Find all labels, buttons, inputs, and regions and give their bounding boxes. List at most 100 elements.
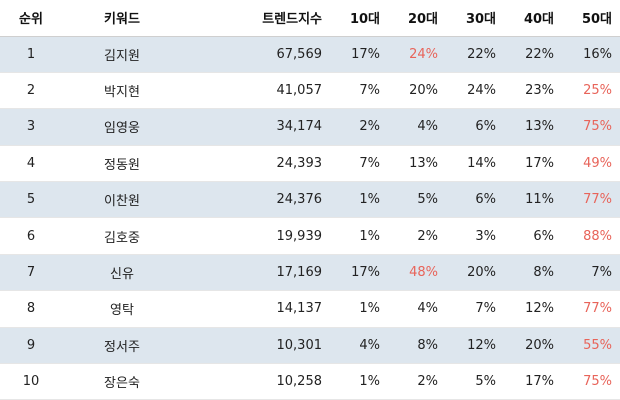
age-10-cell: 1% — [359, 301, 380, 317]
rank-cell: 7 — [26, 265, 36, 281]
age-10-cell: 7% — [359, 83, 380, 99]
trend-index-cell: 41,057 — [276, 83, 323, 99]
age-50-cell: 77% — [583, 192, 612, 208]
age-10-cell: 1% — [359, 192, 380, 208]
header-row: 순위 키워드 트렌드지수 10대 20대 30대 40대 50대 — [0, 0, 620, 37]
age-30-cell: 20% — [467, 265, 496, 281]
keyword-cell[interactable]: 김호중 — [104, 230, 140, 246]
age-50-cell: 7% — [591, 265, 612, 281]
age-10-cell: 1% — [359, 374, 380, 390]
age-20-cell: 8% — [417, 337, 438, 353]
age-40-cell: 8% — [533, 265, 554, 281]
age-50-cell: 77% — [583, 301, 612, 317]
table-row: 5 이찬원 24,376 1% 5% 6% 11% 77% — [0, 181, 620, 218]
header-trend-index[interactable]: 트렌드지수 — [182, 0, 330, 37]
header-rank[interactable]: 순위 — [0, 0, 62, 37]
rank-cell: 8 — [26, 301, 36, 317]
table-row: 1 김지원 67,569 17% 24% 22% 22% 16% — [0, 36, 620, 73]
keyword-cell[interactable]: 김지원 — [104, 48, 140, 64]
age-20-cell: 2% — [417, 228, 438, 244]
keyword-cell[interactable]: 박지현 — [104, 85, 140, 101]
trend-index-cell: 19,939 — [276, 228, 323, 244]
age-20-cell: 4% — [417, 119, 438, 135]
age-50-cell: 49% — [583, 155, 612, 171]
age-40-cell: 20% — [525, 337, 554, 353]
age-40-cell: 22% — [525, 46, 554, 62]
trend-index-cell: 34,174 — [276, 119, 323, 135]
rank-cell: 3 — [26, 119, 36, 135]
table-body: 1 김지원 67,569 17% 24% 22% 22% 16% 2 박지현 4… — [0, 36, 620, 400]
header-age-10[interactable]: 10대 — [330, 0, 388, 37]
table-header: 순위 키워드 트렌드지수 10대 20대 30대 40대 50대 — [0, 0, 620, 37]
age-50-cell: 75% — [583, 374, 612, 390]
keyword-cell[interactable]: 이찬원 — [104, 194, 140, 210]
age-30-cell: 7% — [475, 301, 496, 317]
age-10-cell: 17% — [351, 46, 380, 62]
age-40-cell: 6% — [533, 228, 554, 244]
age-10-cell: 2% — [359, 119, 380, 135]
rank-cell: 10 — [22, 374, 40, 390]
trend-index-cell: 14,137 — [276, 301, 323, 317]
age-30-cell: 14% — [467, 155, 496, 171]
rank-cell: 1 — [26, 46, 36, 62]
rank-cell: 5 — [26, 192, 36, 208]
age-40-cell: 13% — [525, 119, 554, 135]
trend-index-cell: 17,169 — [276, 265, 323, 281]
trend-index-cell: 67,569 — [276, 46, 323, 62]
age-40-cell: 17% — [525, 374, 554, 390]
keyword-cell[interactable]: 영탁 — [110, 303, 134, 319]
trend-index-cell: 10,301 — [276, 337, 323, 353]
table-row: 3 임영웅 34,174 2% 4% 6% 13% 75% — [0, 108, 620, 146]
header-age-50[interactable]: 50대 — [562, 0, 620, 37]
rank-cell: 6 — [26, 228, 36, 244]
age-30-cell: 6% — [475, 119, 496, 135]
header-age-30[interactable]: 30대 — [446, 0, 504, 37]
header-age-40[interactable]: 40대 — [504, 0, 562, 37]
age-30-cell: 12% — [467, 337, 496, 353]
age-30-cell: 5% — [475, 374, 496, 390]
table-row: 7 신유 17,169 17% 48% 20% 8% 7% — [0, 254, 620, 291]
rank-cell: 2 — [26, 83, 36, 99]
keyword-cell[interactable]: 정동원 — [104, 157, 140, 173]
age-20-cell: 24% — [409, 46, 438, 62]
table-row: 2 박지현 41,057 7% 20% 24% 23% 25% — [0, 72, 620, 109]
keyword-cell[interactable]: 임영웅 — [104, 121, 140, 137]
age-50-cell: 16% — [583, 46, 612, 62]
age-40-cell: 11% — [525, 192, 554, 208]
age-50-cell: 88% — [583, 228, 612, 244]
rank-cell: 9 — [26, 337, 36, 353]
age-20-cell: 48% — [409, 265, 438, 281]
age-50-cell: 75% — [583, 119, 612, 135]
age-30-cell: 6% — [475, 192, 496, 208]
table-row: 6 김호중 19,939 1% 2% 3% 6% 88% — [0, 218, 620, 255]
age-40-cell: 12% — [525, 301, 554, 317]
age-20-cell: 20% — [409, 83, 438, 99]
age-30-cell: 3% — [475, 228, 496, 244]
keyword-cell[interactable]: 신유 — [110, 267, 134, 283]
age-30-cell: 22% — [467, 46, 496, 62]
table-row: 8 영탁 14,137 1% 4% 7% 12% 77% — [0, 291, 620, 328]
age-10-cell: 17% — [351, 265, 380, 281]
table-row: 9 정서주 10,301 4% 8% 12% 20% 55% — [0, 327, 620, 364]
header-keyword[interactable]: 키워드 — [62, 0, 182, 37]
age-30-cell: 24% — [467, 83, 496, 99]
age-20-cell: 5% — [417, 192, 438, 208]
age-10-cell: 4% — [359, 337, 380, 353]
age-50-cell: 55% — [583, 337, 612, 353]
keyword-cell[interactable]: 장은숙 — [104, 376, 140, 392]
age-20-cell: 4% — [417, 301, 438, 317]
age-40-cell: 23% — [525, 83, 554, 99]
table-row: 4 정동원 24,393 7% 13% 14% 17% 49% — [0, 145, 620, 182]
age-10-cell: 1% — [359, 228, 380, 244]
trend-index-cell: 24,376 — [276, 192, 323, 208]
age-20-cell: 13% — [409, 155, 438, 171]
trend-index-cell: 10,258 — [276, 374, 323, 390]
age-20-cell: 2% — [417, 374, 438, 390]
keyword-cell[interactable]: 정서주 — [104, 339, 140, 355]
age-50-cell: 25% — [583, 83, 612, 99]
header-age-20[interactable]: 20대 — [388, 0, 446, 37]
age-40-cell: 17% — [525, 155, 554, 171]
rank-cell: 4 — [26, 155, 36, 171]
age-10-cell: 7% — [359, 155, 380, 171]
